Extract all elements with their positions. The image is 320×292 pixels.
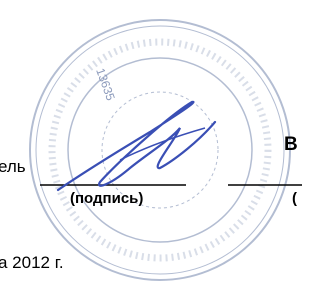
right-label: В xyxy=(284,134,298,155)
signature-caption: (подпись) xyxy=(70,190,143,207)
right-caption: ( xyxy=(292,190,297,207)
date: а 2012 г. xyxy=(0,253,64,272)
left-label: ель xyxy=(0,157,26,176)
document-page: 13635 ель В (подпись) ( а 2012 г. xyxy=(0,0,302,292)
